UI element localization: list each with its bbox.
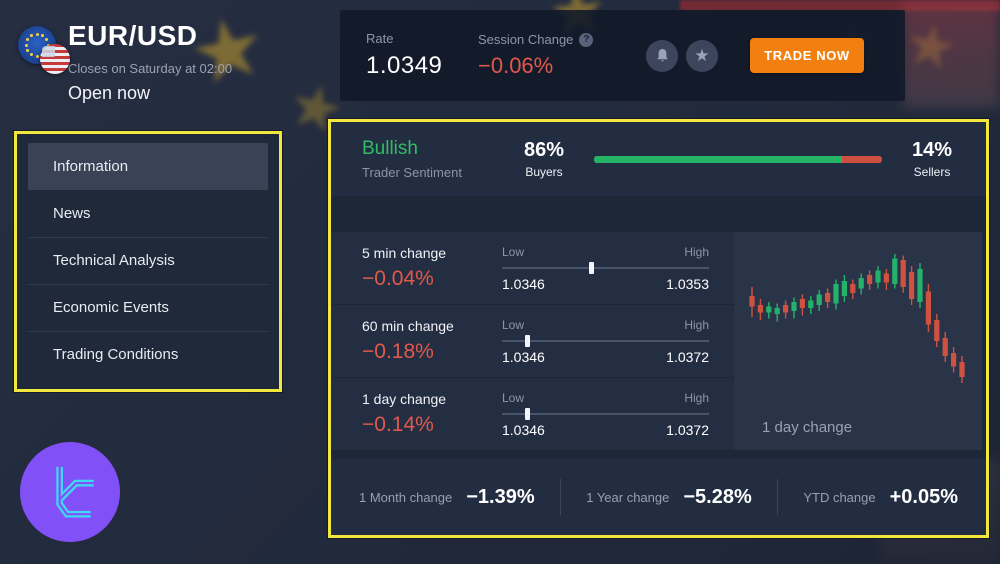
bell-icon — [656, 48, 668, 61]
low-value: 1.0346 — [502, 422, 545, 438]
high-label: High — [684, 318, 709, 332]
sidebar-divider — [28, 237, 268, 238]
pair-flags — [18, 26, 74, 76]
low-label: Low — [502, 245, 525, 259]
sidebar-item-economic-events[interactable]: Economic Events — [17, 284, 279, 331]
sidebar-item-label: Technical Analysis — [53, 252, 175, 269]
high-value: 1.0353 — [666, 276, 709, 292]
summary-strip: 1 Month change −1.39% 1 Year change −5.2… — [331, 459, 986, 535]
low-label: Low — [502, 318, 525, 332]
change-label: 1 day change — [362, 391, 447, 407]
trader-sentiment-strip: Bullish Trader Sentiment 86% Buyers 14% … — [331, 122, 986, 196]
summary-1month: 1 Month change −1.39% — [359, 486, 535, 509]
information-panel: Bullish Trader Sentiment 86% Buyers 14% … — [328, 119, 989, 538]
sentiment-bar — [594, 155, 882, 163]
sidebar-item-label: Trading Conditions — [53, 346, 179, 363]
high-label: High — [684, 245, 709, 259]
pair-title: EUR/USD — [68, 20, 198, 51]
changes-zone: 5 min change −0.04% Low High 1.0346 — [331, 232, 986, 492]
sidebar-divider — [28, 331, 268, 332]
low-high-range: Low High 1.0346 1.0353 — [502, 245, 709, 292]
sidebar-item-label: News — [53, 205, 91, 222]
sentiment-label: Trader Sentiment — [362, 165, 462, 180]
sidebar-item-label: Economic Events — [53, 299, 169, 316]
sidebar-item-technical-analysis[interactable]: Technical Analysis — [17, 237, 279, 284]
pair-header: EUR/USD Closes on Saturday at 02:00 Open… — [18, 20, 232, 104]
summary-ytd: YTD change +0.05% — [803, 486, 958, 509]
session-change-value: −0.06% — [478, 53, 554, 78]
sellers-percent: 14% — [911, 139, 953, 161]
us-flag-blur-decor — [902, 0, 1000, 108]
change-row-5min: 5 min change −0.04% Low High 1.0346 — [331, 232, 734, 304]
quote-topbar: Rate 1.0349 Session Change ? −0.06% ★ TR… — [340, 10, 905, 101]
summary-divider — [777, 479, 779, 515]
session-change-label: Session Change — [478, 32, 574, 47]
change-row-1day: 1 day change −0.14% Low High 1.0346 — [331, 378, 734, 450]
sidebar-item-information[interactable]: Information — [28, 143, 268, 190]
high-value: 1.0372 — [666, 422, 709, 438]
buyers-label: Buyers — [525, 165, 563, 179]
rate-value: 1.0349 — [366, 52, 443, 79]
favorite-star-button[interactable]: ★ — [686, 39, 718, 72]
candlestick-chart — [749, 254, 965, 383]
summary-label: YTD change — [803, 489, 876, 505]
sidebar-item-news[interactable]: News — [17, 190, 279, 237]
low-high-range: Low High 1.0346 1.0372 — [502, 391, 709, 438]
change-value: −0.18% — [362, 340, 434, 363]
sentiment-bar-buyers — [594, 155, 842, 163]
summary-label: 1 Year change — [586, 489, 670, 505]
brand-logo-icon — [56, 466, 94, 518]
alert-bell-button[interactable] — [646, 39, 678, 72]
sidebar-item-trading-conditions[interactable]: Trading Conditions — [17, 331, 279, 378]
market-status-text: Open now — [68, 83, 151, 103]
change-value: −0.04% — [362, 267, 434, 290]
low-value: 1.0346 — [502, 349, 545, 365]
brand-logo — [20, 442, 120, 542]
market-closes-text: Closes on Saturday at 02:00 — [68, 61, 233, 76]
high-label: High — [684, 391, 709, 405]
low-label: Low — [502, 391, 525, 405]
summary-value: −5.28% — [683, 485, 752, 508]
summary-divider — [559, 479, 561, 515]
change-label: 60 min change — [362, 318, 454, 334]
range-marker — [589, 262, 594, 274]
help-icon[interactable]: ? — [579, 32, 594, 47]
instrument-sidebar: Information News Technical Analysis Econ… — [14, 131, 282, 392]
range-track — [502, 335, 709, 347]
summary-label: 1 Month change — [359, 489, 453, 505]
summary-value: +0.05% — [889, 485, 958, 508]
sidebar-divider — [28, 284, 268, 285]
rate-label: Rate — [366, 31, 394, 46]
range-track — [502, 408, 709, 420]
range-track — [502, 262, 709, 274]
eu-flag-star-decor: ★ — [899, 9, 963, 84]
high-value: 1.0372 — [666, 349, 709, 365]
low-high-range: Low High 1.0346 1.0372 — [502, 318, 709, 365]
chart-caption: 1 day change — [762, 419, 853, 436]
low-value: 1.0346 — [502, 276, 545, 292]
star-icon: ★ — [694, 45, 710, 65]
range-marker — [524, 335, 530, 347]
summary-1year: 1 Year change −5.28% — [586, 486, 752, 509]
summary-value: −1.39% — [466, 485, 535, 508]
trade-now-button[interactable]: TRADE NOW — [750, 38, 864, 73]
change-row-60min: 60 min change −0.18% Low High 1.0346 — [331, 305, 734, 377]
buyers-percent: 86% — [523, 139, 565, 161]
sentiment-mood: Bullish — [362, 138, 418, 159]
candlestick-chart-panel: 1 day change — [734, 232, 982, 450]
change-rows: 5 min change −0.04% Low High 1.0346 — [331, 232, 734, 451]
sellers-label: Sellers — [913, 165, 951, 179]
us-flag-icon — [40, 44, 70, 74]
change-value: −0.14% — [362, 413, 434, 436]
sidebar-item-label: Information — [53, 158, 129, 175]
range-marker — [524, 408, 530, 420]
change-label: 5 min change — [362, 245, 447, 261]
